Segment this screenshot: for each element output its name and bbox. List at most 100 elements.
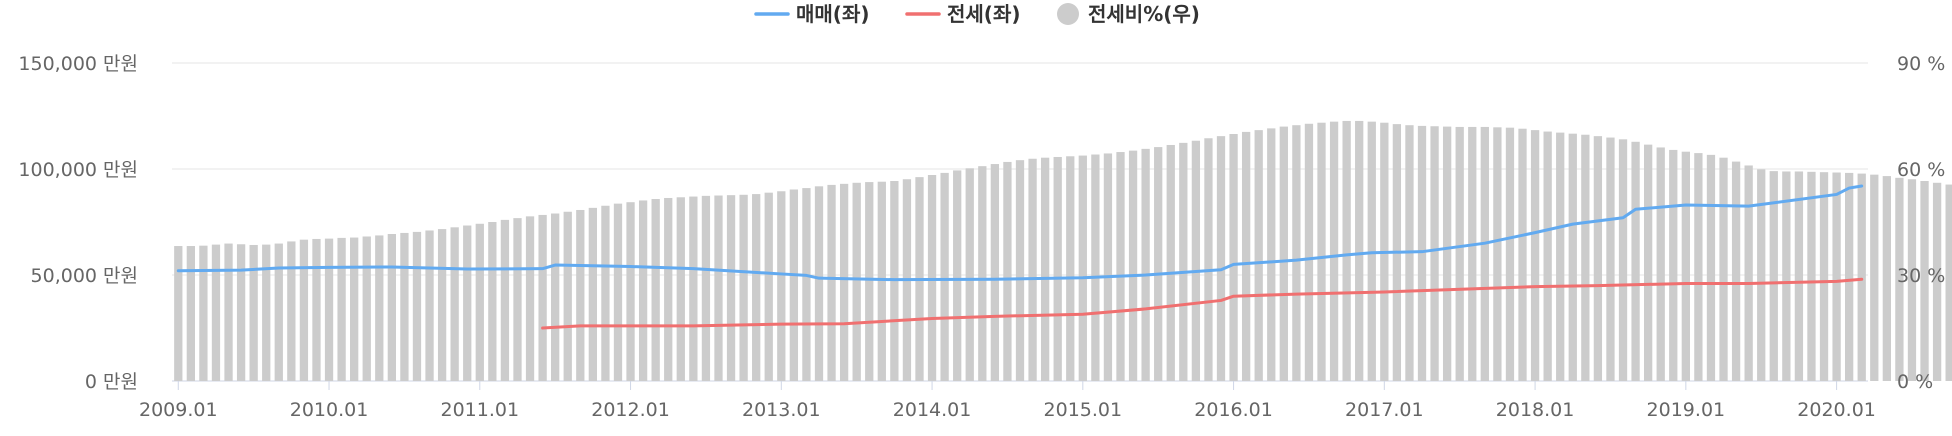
ratio-bar[interactable] (1857, 173, 1866, 381)
ratio-bar[interactable] (1078, 155, 1087, 381)
ratio-bar[interactable] (337, 237, 346, 381)
ratio-bar[interactable] (1430, 126, 1439, 381)
ratio-bar[interactable] (1166, 144, 1175, 381)
ratio-bar[interactable] (174, 246, 183, 381)
ratio-bar[interactable] (1154, 147, 1163, 381)
ratio-bar[interactable] (1254, 130, 1263, 381)
ratio-bar[interactable] (1480, 126, 1489, 381)
ratio-bar[interactable] (1267, 128, 1276, 381)
ratio-bar[interactable] (865, 182, 874, 381)
legend-item[interactable]: 매매(좌) (754, 2, 869, 26)
ratio-bar[interactable] (739, 194, 748, 381)
ratio-bar[interactable] (1845, 172, 1854, 381)
ratio-bar[interactable] (1794, 171, 1804, 381)
ratio-bar[interactable] (400, 232, 409, 381)
ratio-bar[interactable] (852, 182, 861, 381)
ratio-bar[interactable] (1694, 153, 1703, 381)
ratio-bar[interactable] (500, 219, 510, 381)
ratio-bar[interactable] (1920, 181, 1929, 381)
ratio-bar[interactable] (1053, 156, 1062, 381)
ratio-bar[interactable] (1644, 144, 1653, 381)
ratio-bar[interactable] (978, 166, 987, 381)
ratio-bar[interactable] (324, 238, 334, 381)
ratio-bar[interactable] (839, 183, 849, 381)
ratio-bar[interactable] (664, 197, 673, 381)
ratio-bar[interactable] (777, 191, 786, 381)
ratio-bar[interactable] (437, 229, 447, 381)
ratio-bar[interactable] (375, 235, 384, 381)
ratio-bar[interactable] (1832, 172, 1841, 381)
ratio-bar[interactable] (1066, 156, 1075, 381)
ratio-bar[interactable] (802, 188, 811, 381)
ratio-bar[interactable] (551, 213, 560, 381)
ratio-bar[interactable] (638, 200, 648, 381)
ratio-bar[interactable] (224, 243, 233, 381)
ratio-bar[interactable] (1882, 176, 1891, 381)
ratio-bar[interactable] (1769, 171, 1778, 381)
ratio-bar[interactable] (236, 244, 246, 381)
ratio-bar[interactable] (199, 245, 208, 381)
ratio-bar[interactable] (1191, 140, 1201, 381)
ratio-bar[interactable] (1216, 136, 1226, 381)
ratio-bar[interactable] (1204, 138, 1213, 381)
ratio-bar[interactable] (1807, 171, 1816, 381)
ratio-bar[interactable] (1128, 150, 1138, 381)
ratio-bar[interactable] (626, 202, 635, 381)
ratio-bar[interactable] (752, 194, 761, 381)
ratio-bar[interactable] (1505, 127, 1515, 381)
ratio-bar[interactable] (1040, 157, 1050, 381)
ratio-bar[interactable] (1656, 147, 1665, 381)
ratio-bar[interactable] (940, 172, 949, 381)
ratio-bar[interactable] (613, 203, 623, 381)
ratio-bar[interactable] (1618, 139, 1628, 381)
ratio-bar[interactable] (312, 238, 321, 381)
ratio-bar[interactable] (1719, 157, 1728, 381)
ratio-bar[interactable] (676, 197, 685, 381)
ratio-bar[interactable] (1518, 128, 1527, 381)
ratio-bar[interactable] (563, 211, 572, 381)
ratio-bar[interactable] (211, 244, 221, 381)
ratio-bar[interactable] (1116, 152, 1125, 381)
ratio-bar[interactable] (990, 164, 1000, 381)
ratio-bar[interactable] (601, 205, 610, 381)
ratio-bar[interactable] (1870, 174, 1879, 381)
ratio-bar[interactable] (1530, 130, 1540, 381)
ratio-bar[interactable] (1304, 123, 1314, 382)
ratio-bar[interactable] (1468, 126, 1477, 381)
ratio-bar[interactable] (764, 192, 773, 381)
ratio-bar[interactable] (488, 222, 497, 381)
ratio-bar[interactable] (814, 186, 824, 381)
ratio-bar[interactable] (463, 225, 472, 381)
ratio-bar[interactable] (1932, 182, 1942, 381)
ratio-bar[interactable] (1543, 131, 1552, 381)
ratio-bar[interactable] (689, 196, 698, 381)
ratio-bar[interactable] (1493, 127, 1502, 381)
ratio-bar[interactable] (789, 189, 799, 381)
ratio-bar[interactable] (1279, 126, 1288, 381)
series-line[interactable] (176, 184, 1864, 282)
ratio-bar[interactable] (525, 216, 535, 381)
ratio-bar[interactable] (450, 227, 459, 381)
ratio-bar[interactable] (1141, 148, 1150, 381)
series-line[interactable] (541, 277, 1864, 330)
ratio-bar[interactable] (1317, 122, 1326, 382)
ratio-bar[interactable] (1229, 134, 1238, 381)
ratio-bar[interactable] (1241, 131, 1251, 381)
ratio-bar[interactable] (513, 218, 522, 381)
ratio-bar[interactable] (953, 170, 962, 381)
ratio-bar[interactable] (299, 239, 309, 381)
ratio-bar[interactable] (714, 195, 723, 382)
ratio-bar[interactable] (576, 209, 585, 381)
ratio-bar[interactable] (1819, 172, 1829, 381)
ratio-bar[interactable] (274, 243, 283, 381)
ratio-bar[interactable] (1028, 158, 1037, 381)
ratio-bar[interactable] (1593, 136, 1603, 381)
ratio-bar[interactable] (350, 237, 359, 381)
ratio-bar[interactable] (1015, 160, 1025, 381)
ratio-bar[interactable] (249, 244, 258, 381)
ratio-bar[interactable] (1744, 165, 1753, 381)
ratio-bar[interactable] (1782, 171, 1791, 381)
ratio-bar[interactable] (1003, 161, 1012, 381)
ratio-bar[interactable] (651, 199, 660, 381)
ratio-bar[interactable] (1757, 169, 1766, 381)
